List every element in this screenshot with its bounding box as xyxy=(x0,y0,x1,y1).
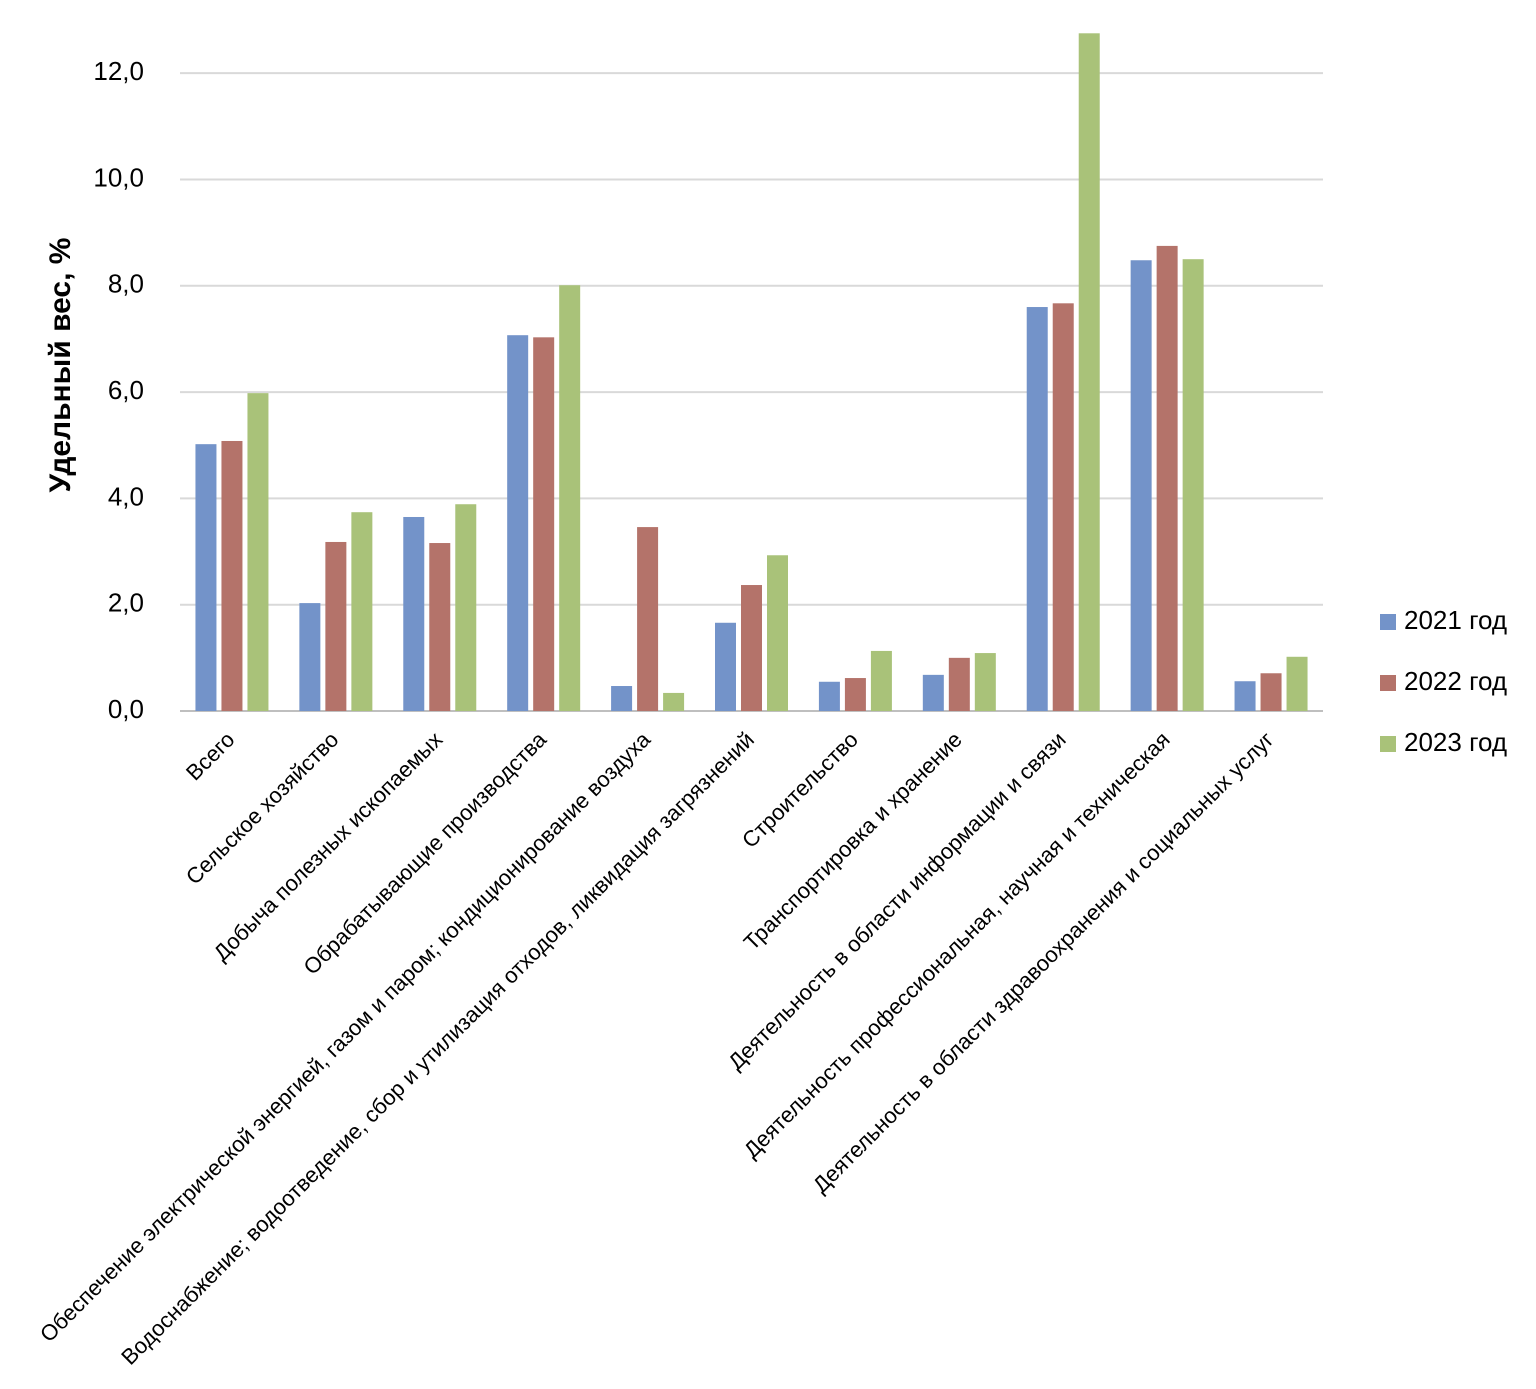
bar xyxy=(247,393,269,711)
legend-swatch xyxy=(1380,736,1396,752)
bar xyxy=(611,686,633,711)
bar xyxy=(870,650,892,711)
bar xyxy=(429,543,451,711)
bar xyxy=(922,674,944,711)
legend-swatch xyxy=(1380,675,1396,691)
bar xyxy=(974,653,996,711)
bar xyxy=(663,692,685,711)
bar xyxy=(767,555,788,711)
bar xyxy=(715,622,736,711)
y-tick-label: 6,0 xyxy=(108,375,144,405)
bar xyxy=(818,681,840,711)
bar xyxy=(1052,303,1074,711)
bar xyxy=(533,337,555,711)
bar xyxy=(1078,33,1100,712)
x-tick-label: Добыча полезных ископаемых xyxy=(208,727,447,966)
legend-label: 2023 год xyxy=(1404,727,1507,757)
bar xyxy=(1130,260,1152,711)
bar xyxy=(221,440,243,711)
bar xyxy=(195,444,217,711)
x-tick-label: Транспортировка и хранение xyxy=(739,727,967,955)
bar xyxy=(1026,307,1048,711)
bar xyxy=(948,657,970,711)
bar xyxy=(325,541,347,711)
bar xyxy=(637,527,659,711)
bar xyxy=(741,585,762,711)
y-tick-label: 0,0 xyxy=(108,694,144,724)
bar xyxy=(1234,681,1256,711)
bar xyxy=(455,504,477,711)
legend-label: 2022 год xyxy=(1404,666,1507,696)
bar xyxy=(507,335,529,711)
y-tick-label: 10,0 xyxy=(93,162,144,192)
bar xyxy=(1260,673,1282,711)
legend-label: 2021 год xyxy=(1404,605,1507,635)
y-axis-title: Удельный вес, % xyxy=(44,238,77,493)
bar xyxy=(1156,245,1178,711)
bar xyxy=(1286,656,1308,711)
y-tick-label: 2,0 xyxy=(108,588,144,618)
bar xyxy=(844,678,866,711)
legend-swatch xyxy=(1380,614,1396,630)
y-tick-label: 8,0 xyxy=(108,269,144,299)
bar xyxy=(1182,259,1204,711)
y-tick-label: 4,0 xyxy=(108,481,144,511)
bar xyxy=(299,603,321,711)
bar xyxy=(559,285,581,711)
bar xyxy=(351,512,373,711)
y-tick-label: 12,0 xyxy=(93,56,144,86)
x-tick-label: Всего xyxy=(181,727,239,785)
bar xyxy=(403,516,425,711)
